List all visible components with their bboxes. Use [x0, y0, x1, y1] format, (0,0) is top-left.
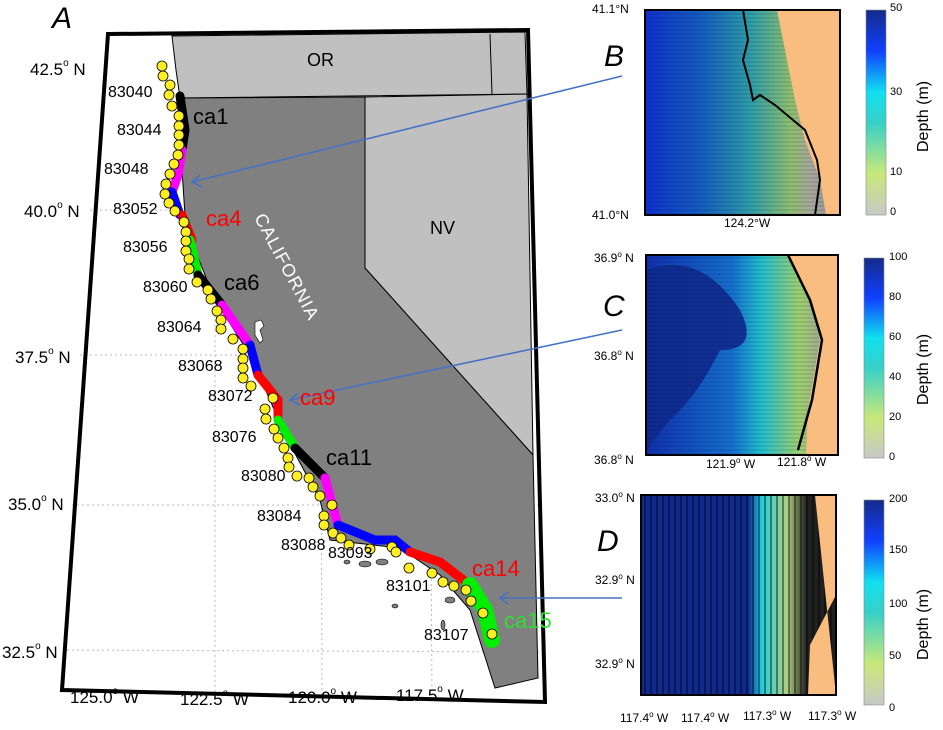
- colorbar-c-tick: 20: [889, 411, 902, 423]
- panel-a-map: [59, 27, 548, 705]
- panel-b-lat-tick: 41.0°N: [592, 208, 629, 222]
- station-label: 83056: [123, 239, 168, 256]
- panel-c-lat-tick: 36.9o N: [594, 250, 634, 265]
- station-label: 83052: [113, 201, 158, 218]
- panel-d-lon-tick: 117.3o W: [743, 708, 792, 723]
- station-label: 83068: [178, 358, 223, 375]
- colorbar-b-tick: 0: [890, 206, 897, 218]
- colorbar-d-tick: 200: [889, 493, 908, 505]
- panel-d-map: [640, 494, 885, 706]
- colorbar-d-label: Depth (m): [915, 588, 932, 660]
- lat-tick: 32.5o N: [2, 641, 58, 662]
- region-label-ca14: ca14: [472, 556, 520, 581]
- panel-c-map: [645, 254, 885, 459]
- station-label: 83101: [386, 578, 431, 595]
- colorbar-b-label: Depth (m): [915, 80, 932, 152]
- panel-d-lon-tick: 117.4o W: [620, 710, 669, 725]
- station-label: 83040: [108, 84, 153, 101]
- colorbar-d-tick: 0: [889, 702, 896, 714]
- panel-d-lat-tick: 32.9o N: [595, 656, 635, 671]
- colorbar-b-tick: 30: [890, 86, 903, 98]
- state-label-nevada: NV: [430, 218, 456, 238]
- panel-c-lon-tick: 121.8o W: [777, 454, 827, 469]
- colorbar-b-tick: 10: [890, 166, 903, 178]
- panel-d-lon-tick: 117.3o W: [808, 708, 857, 723]
- lat-tick: 40.0o N: [24, 200, 80, 221]
- station-label: 83072: [208, 388, 253, 405]
- region-label-ca4: ca4: [206, 206, 242, 231]
- panel-d-lat-tick: 32.9o N: [595, 572, 635, 587]
- lon-tick: 117.5o W: [396, 684, 464, 705]
- station-label: 83064: [157, 319, 202, 336]
- state-label-oregon: OR: [307, 50, 334, 70]
- station-label: 83084: [257, 508, 302, 525]
- lon-tick: 120.0o W: [288, 686, 357, 707]
- colorbar-c-tick: 60: [889, 331, 902, 343]
- lat-tick: 37.5o N: [15, 346, 71, 367]
- oregon-shape: [171, 31, 528, 99]
- panel-d-lon-tick: 117.4o W: [681, 710, 730, 725]
- station-markers: [156, 60, 498, 640]
- panel-b-letter: B: [604, 40, 625, 73]
- station-label: 83093: [328, 545, 373, 562]
- colorbar-c-tick: 100: [889, 251, 908, 263]
- region-label-ca15: ca15: [504, 608, 552, 633]
- colorbar-c-label: Depth (m): [915, 333, 932, 405]
- station-label: 83048: [104, 161, 149, 178]
- region-label-ca9: ca9: [300, 385, 336, 410]
- station-label: 83080: [241, 468, 286, 485]
- panel-c-lat-tick: 36.8o N: [594, 348, 634, 363]
- panel-c-letter: C: [603, 290, 625, 323]
- colorbar-c-tick: 80: [889, 291, 902, 303]
- panel-d-lat-tick: 33.0o N: [595, 490, 635, 505]
- colorbar-d-tick: 100: [889, 598, 908, 610]
- station-label: 83088: [281, 537, 326, 554]
- panel-c-lat-tick: 36.8o N: [594, 452, 634, 467]
- colorbar-c-tick: 40: [889, 371, 902, 383]
- colorbar-c-tick: 0: [889, 451, 896, 463]
- panel-d-letter: D: [597, 525, 619, 558]
- colorbar-d-tick: 50: [889, 650, 902, 662]
- region-label-ca1: ca1: [193, 104, 229, 129]
- station-label: 83107: [424, 627, 469, 644]
- colorbar-b-tick: 50: [890, 2, 903, 14]
- panel-a-letter: A: [52, 2, 73, 35]
- panel-b-lon-tick: 124.2°W: [724, 216, 771, 230]
- colorbar-d-tick: 150: [889, 544, 908, 556]
- panel-b-map: [644, 9, 887, 216]
- station-label: 83076: [212, 429, 257, 446]
- lon-tick: 122.5o W: [180, 688, 249, 709]
- callout-arrows: [190, 75, 623, 605]
- station-label: 83044: [117, 122, 162, 139]
- lat-tick: 42.5o N: [30, 58, 86, 79]
- region-label-ca11: ca11: [326, 445, 373, 470]
- panel-c-lon-tick: 121.9o W: [706, 456, 756, 471]
- station-label: 83060: [143, 279, 188, 296]
- panel-b-lat-tick: 41.1°N: [592, 2, 629, 16]
- region-label-ca6: ca6: [224, 270, 260, 295]
- lat-tick: 35.0o N: [8, 493, 64, 514]
- lon-tick: 125.0o W: [70, 686, 139, 707]
